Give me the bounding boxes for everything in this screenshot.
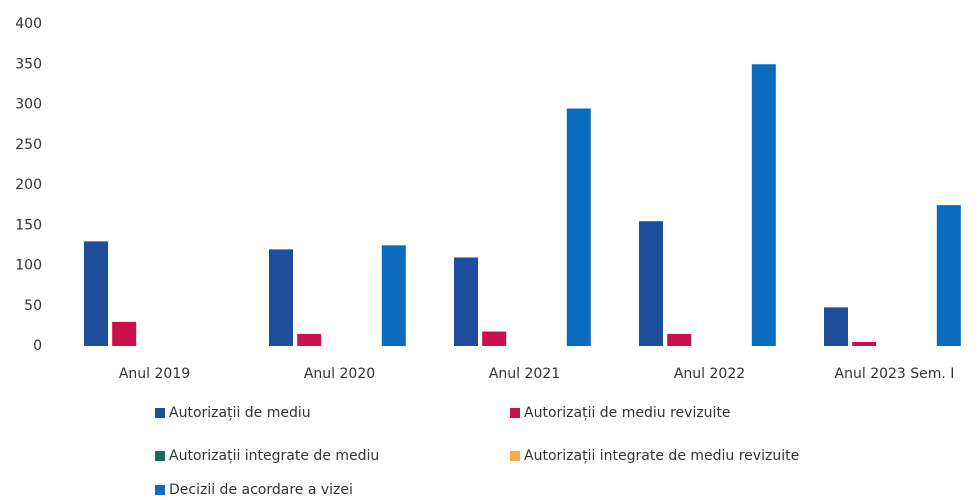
bar bbox=[936, 205, 961, 346]
x-tick-label: Anul 2023 Sem. I bbox=[835, 366, 955, 382]
bar bbox=[667, 333, 692, 346]
y-tick-label: 0 bbox=[33, 338, 42, 354]
legend-label: Autorizații de mediu bbox=[169, 405, 311, 421]
bar bbox=[381, 245, 406, 346]
y-tick-label: 150 bbox=[15, 217, 42, 233]
bar bbox=[751, 64, 776, 346]
x-tick-label: Anul 2022 bbox=[674, 366, 745, 382]
y-tick-label: 200 bbox=[15, 177, 42, 193]
legend-swatch bbox=[155, 408, 165, 418]
y-tick-label: 300 bbox=[15, 97, 42, 113]
y-tick-label: 250 bbox=[15, 137, 42, 153]
y-tick-label: 400 bbox=[15, 16, 42, 32]
bar bbox=[566, 108, 591, 347]
legend-swatch bbox=[510, 451, 520, 461]
legend-swatch bbox=[510, 408, 520, 418]
bar bbox=[269, 249, 293, 346]
bar bbox=[824, 307, 848, 346]
legend-label: Autorizații de mediu revizuite bbox=[524, 405, 731, 421]
legend-swatch bbox=[155, 451, 165, 461]
bar bbox=[112, 321, 137, 346]
bar bbox=[482, 331, 507, 346]
legend-label: Autorizații integrate de mediu bbox=[169, 448, 379, 464]
y-tick-label: 100 bbox=[15, 258, 42, 274]
bar bbox=[852, 341, 877, 346]
y-tick-label: 350 bbox=[15, 56, 42, 72]
bar bbox=[84, 241, 108, 346]
bar bbox=[454, 257, 478, 346]
bar bbox=[639, 221, 663, 346]
x-tick-label: Anul 2021 bbox=[489, 366, 560, 382]
legend-label: Decizii de acordare a vizei bbox=[169, 482, 353, 498]
y-tick-label: 50 bbox=[24, 298, 42, 314]
bar bbox=[297, 333, 322, 346]
legend-swatch bbox=[155, 485, 165, 495]
legend-label: Autorizații integrate de mediu revizuite bbox=[524, 448, 799, 464]
x-tick-label: Anul 2019 bbox=[119, 366, 190, 382]
x-tick-label: Anul 2020 bbox=[304, 366, 375, 382]
